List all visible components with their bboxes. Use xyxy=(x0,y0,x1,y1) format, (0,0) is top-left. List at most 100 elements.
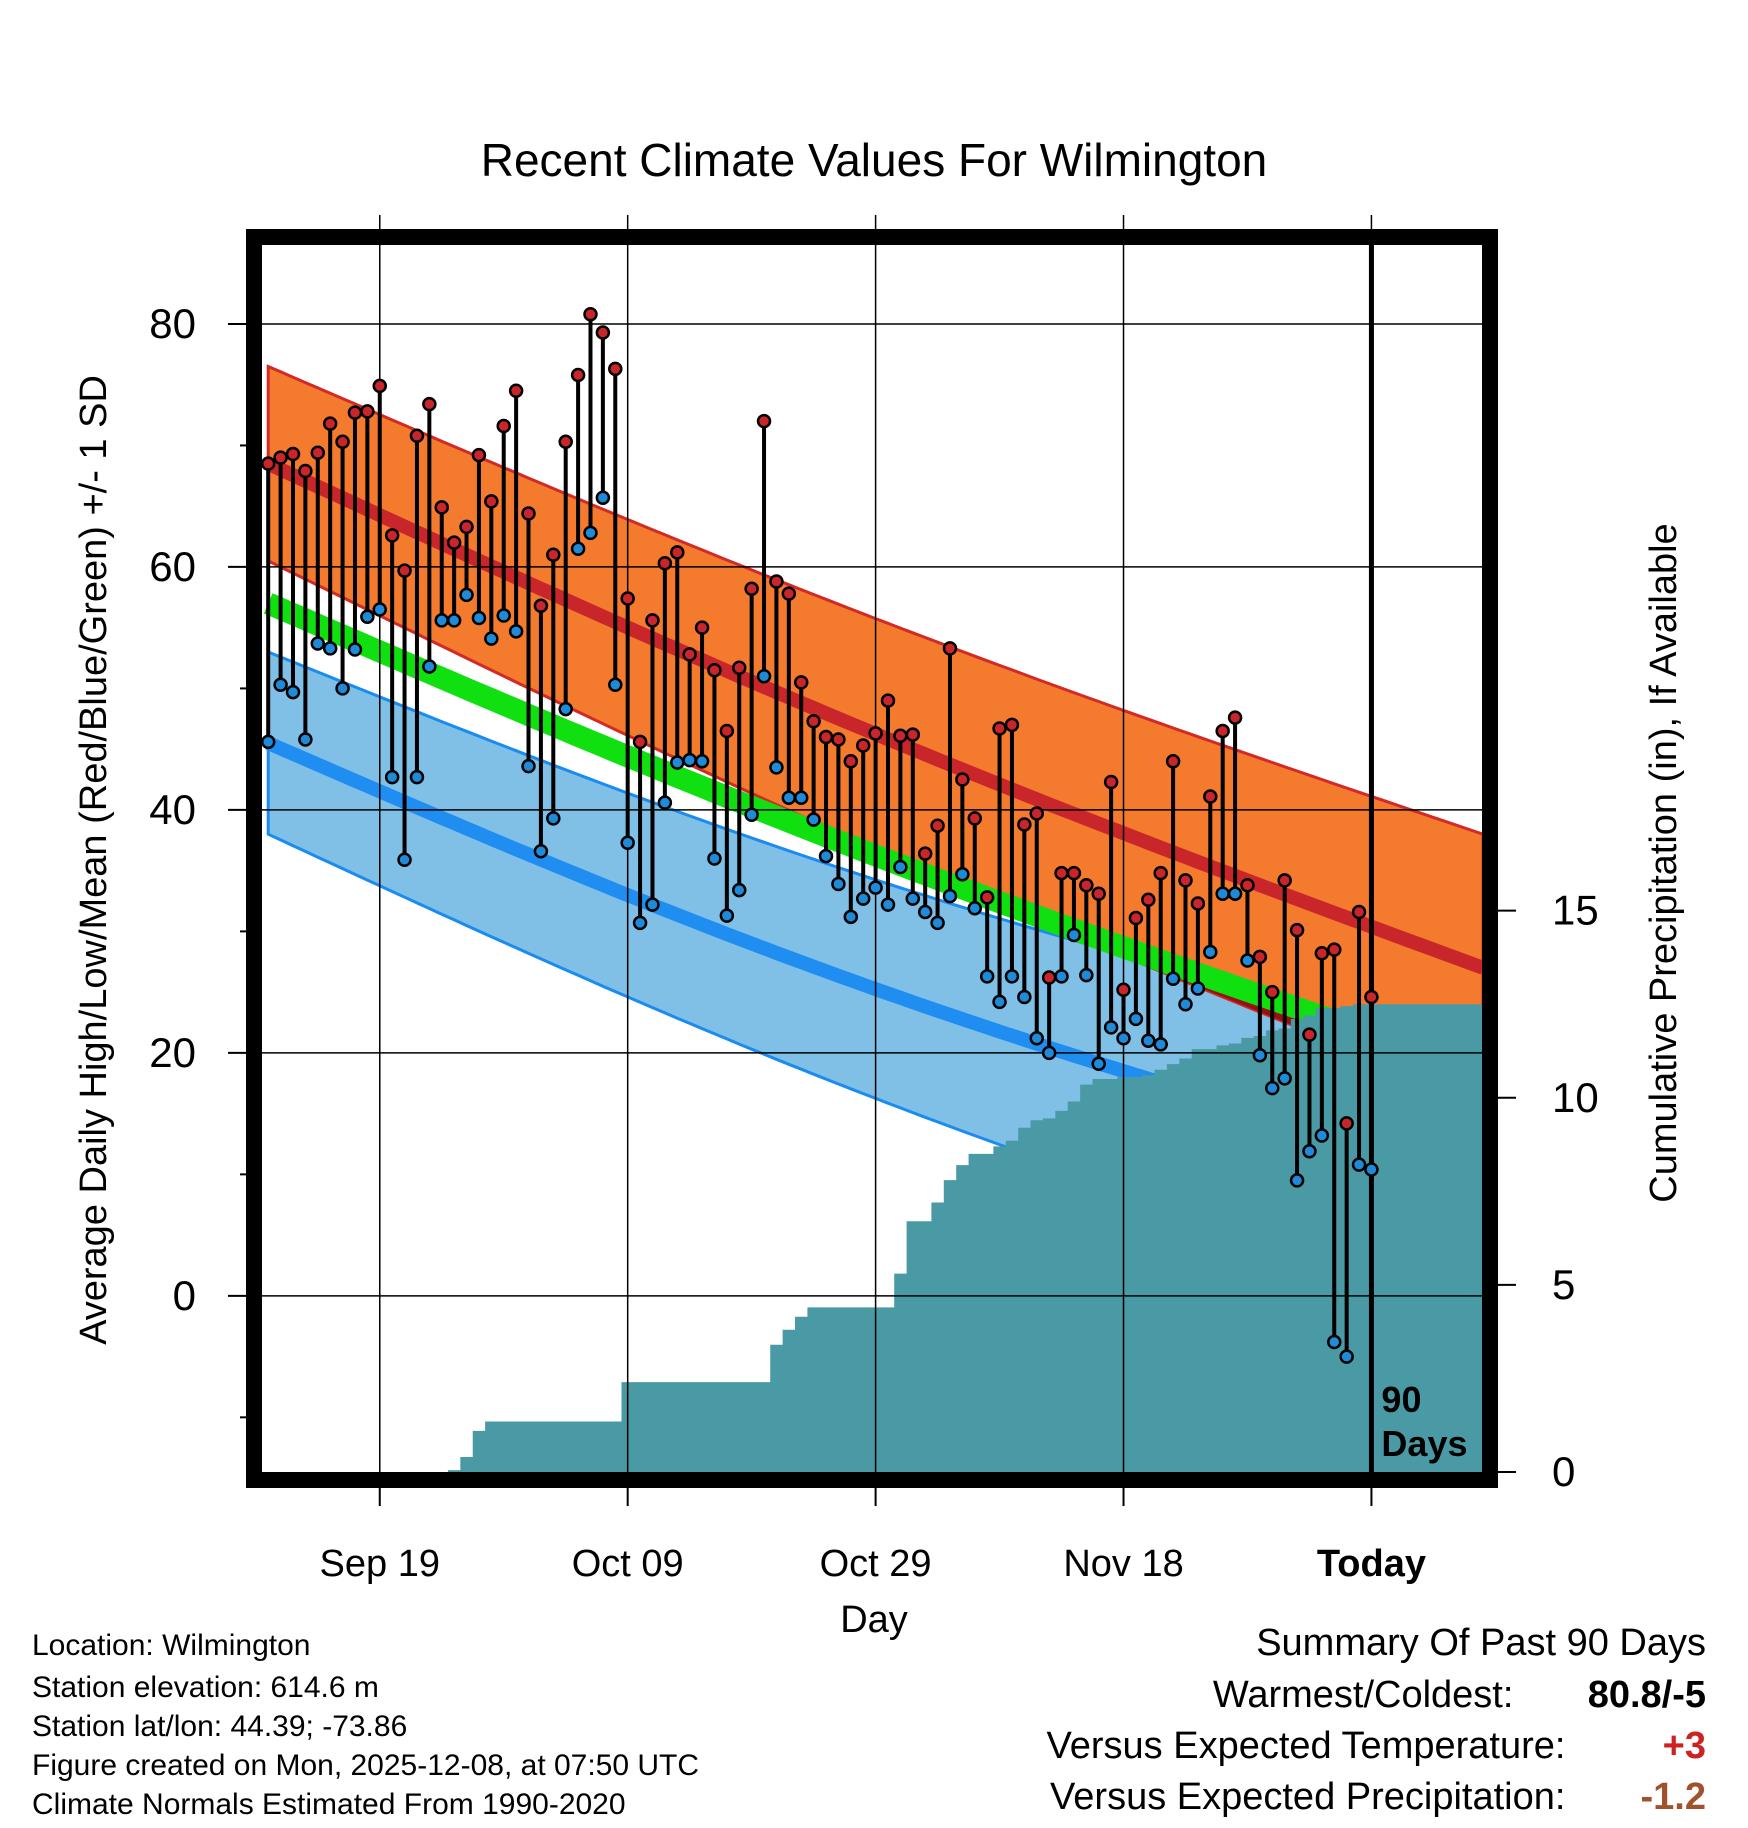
daily-low-point xyxy=(632,915,648,931)
daily-low-point xyxy=(384,769,400,785)
daily-high-point xyxy=(942,641,958,656)
daily-low-point xyxy=(1326,1334,1342,1350)
daily-high-point xyxy=(855,738,871,753)
daily-high-point xyxy=(1227,710,1243,725)
daily-low-point xyxy=(955,867,970,882)
x-tick-label: Nov 18 xyxy=(1063,1543,1183,1585)
daily-low-point xyxy=(682,752,697,768)
daily-low-point xyxy=(731,882,747,898)
summary-warmest-coldest: Warmest/Coldest: 80.8/-5 xyxy=(1213,1674,1706,1717)
daily-low-point xyxy=(1128,1011,1144,1027)
daily-low-point xyxy=(1041,1045,1057,1061)
created-text: Figure created on Mon, 2025-12-08, at 07… xyxy=(32,1749,700,1782)
daily-high-point xyxy=(558,434,573,450)
daily-low-point xyxy=(533,843,549,859)
daily-low-point xyxy=(1178,997,1193,1012)
daily-high-point xyxy=(818,729,834,745)
daily-low-point xyxy=(930,915,945,931)
daily-low-point xyxy=(942,888,958,904)
daily-low-point xyxy=(657,795,673,810)
daily-low-point xyxy=(694,754,710,769)
daily-low-point xyxy=(781,790,797,806)
warmest-coldest-label: Warmest/Coldest: xyxy=(1212,1674,1514,1716)
daily-high-point xyxy=(893,728,908,744)
daily-low-point xyxy=(1103,1020,1119,1035)
daily-low-point xyxy=(1203,944,1218,960)
daily-low-point xyxy=(831,876,846,892)
summary-title: Summary Of Past 90 Days xyxy=(1256,1622,1706,1664)
daily-low-point xyxy=(967,901,983,916)
daily-low-point xyxy=(521,758,536,774)
daily-low-point xyxy=(1351,1157,1367,1172)
daily-high-point xyxy=(583,306,598,322)
daily-high-point xyxy=(322,416,338,431)
daily-high-point xyxy=(1339,1116,1354,1131)
daily-high-point xyxy=(793,675,809,690)
daily-high-point xyxy=(1178,873,1193,888)
latlon-text: Station lat/lon: 44.39; -73.86 xyxy=(32,1710,408,1743)
daily-high-point xyxy=(917,846,933,861)
daily-high-point xyxy=(273,450,288,465)
daily-low-point xyxy=(434,613,449,628)
daily-low-point xyxy=(769,760,784,775)
summary-precipitation: Versus Expected Precipitation: -1.2 xyxy=(1050,1776,1706,1819)
daily-high-point xyxy=(521,506,536,521)
daily-low-point xyxy=(422,659,437,674)
daily-low-point xyxy=(595,490,611,505)
daily-high-point xyxy=(806,713,821,729)
location-text: Location: Wilmington xyxy=(32,1629,311,1662)
daily-low-point xyxy=(793,790,809,806)
daily-low-point xyxy=(756,669,772,684)
x-axis-title: Day xyxy=(840,1599,908,1641)
x-tick-label: Today xyxy=(1317,1543,1426,1585)
daily-low-point xyxy=(843,909,859,925)
daily-high-point xyxy=(1277,873,1292,888)
daily-low-point xyxy=(744,807,759,823)
daily-high-point xyxy=(484,494,499,509)
daily-high-point xyxy=(372,378,388,394)
daily-high-point xyxy=(1289,922,1305,938)
daily-low-point xyxy=(1277,1071,1292,1086)
daily-low-point xyxy=(372,602,388,617)
daily-high-point xyxy=(1041,970,1057,985)
daily-high-point xyxy=(422,396,437,412)
daily-high-point xyxy=(1351,904,1367,920)
daily-low-point xyxy=(1079,967,1094,983)
daily-low-point xyxy=(620,835,635,850)
daily-high-point xyxy=(930,818,945,833)
daily-high-point xyxy=(546,547,561,563)
daily-high-point xyxy=(905,727,921,742)
daily-low-point xyxy=(1141,1033,1156,1048)
daily-low-point xyxy=(719,908,735,923)
precip-area xyxy=(262,1004,1483,1472)
daily-high-point xyxy=(298,463,313,479)
plot-frame xyxy=(246,229,1498,1488)
daily-low-point xyxy=(496,608,511,623)
daily-low-point xyxy=(1252,1048,1268,1063)
x-tick-label: Sep 19 xyxy=(320,1543,440,1585)
daily-low-point xyxy=(1066,927,1082,943)
daily-high-point xyxy=(731,660,747,676)
daily-high-point xyxy=(843,754,859,769)
y-axis-title: Average Daily High/Low/Mean (Red/Blue/Gr… xyxy=(73,375,115,1345)
daily-low-point xyxy=(1289,1173,1305,1188)
daily-low-point xyxy=(397,852,412,867)
daily-low-point xyxy=(446,613,462,628)
daily-high-point xyxy=(1326,942,1342,957)
precip-value: -1.2 xyxy=(1640,1776,1706,1818)
daily-low-point xyxy=(471,610,487,626)
daily-low-point xyxy=(1091,1056,1106,1072)
daily-high-point xyxy=(260,456,276,471)
daily-high-point xyxy=(1153,865,1168,881)
daily-high-point xyxy=(471,447,487,463)
daily-high-point xyxy=(682,647,697,662)
daily-low-point xyxy=(1240,953,1255,968)
daily-high-point xyxy=(1029,806,1044,821)
daily-high-point xyxy=(1128,910,1144,926)
daily-low-point xyxy=(322,641,338,656)
daily-high-point xyxy=(707,662,722,678)
warmest-coldest-value: 80.8/-5 xyxy=(1587,1674,1706,1716)
y-tick-label: 40 xyxy=(149,786,196,833)
daily-high-point xyxy=(1103,774,1119,790)
